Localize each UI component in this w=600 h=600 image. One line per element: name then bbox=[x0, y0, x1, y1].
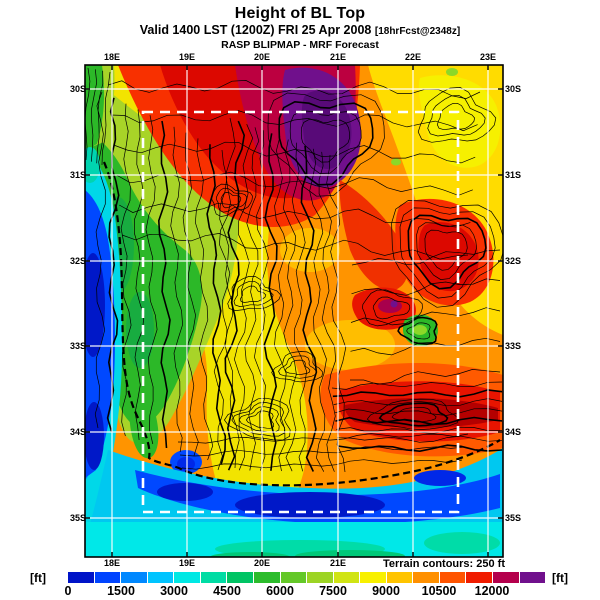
colorbar-block-13 bbox=[413, 572, 439, 583]
colorbar bbox=[68, 572, 546, 583]
colorbar-tick-3000: 3000 bbox=[160, 584, 188, 598]
colorbar-block-14 bbox=[439, 572, 466, 583]
colorbar-tick-0: 0 bbox=[64, 584, 72, 598]
axis-label-left-32S: 32S bbox=[69, 256, 86, 266]
colorbar-tick-7500: 7500 bbox=[319, 584, 347, 598]
colorbar-block-5 bbox=[200, 572, 227, 583]
axis-label-right-31S: 31S bbox=[505, 170, 522, 180]
axis-label-bottom-20E: 20E bbox=[253, 558, 270, 568]
colorbar-block-17 bbox=[519, 572, 546, 583]
axis-label-top-22E: 22E bbox=[404, 52, 421, 62]
valid-time-text: Valid 1400 LST (1200Z) FRI 25 Apr 2008 bbox=[139, 23, 372, 37]
terrain-contours-note: Terrain contours: 250 ft bbox=[382, 558, 505, 570]
axis-label-right-35S: 35S bbox=[505, 513, 522, 523]
axis-label-top-21E: 21E bbox=[329, 52, 346, 62]
colorbar-block-9 bbox=[307, 572, 333, 583]
colorbar-block-12 bbox=[386, 572, 413, 583]
colorbar-tick-9000: 9000 bbox=[372, 584, 400, 598]
axis-label-left-35S: 35S bbox=[69, 513, 86, 523]
colorbar-block-4 bbox=[174, 572, 200, 583]
axis-ticks bbox=[85, 65, 503, 557]
colorbar-block-7 bbox=[253, 572, 280, 583]
colorbar-block-8 bbox=[280, 572, 307, 583]
colorbar-unit-left: [ft] bbox=[30, 571, 46, 585]
map-border bbox=[84, 64, 504, 558]
forecast-tag: [18hrFcst@2348z] bbox=[374, 26, 461, 37]
model-domain-box bbox=[141, 110, 460, 514]
axis-label-left-30S: 30S bbox=[69, 84, 86, 94]
colorbar-block-15 bbox=[466, 572, 492, 583]
axis-label-bottom-19E: 19E bbox=[178, 558, 195, 568]
colorbar-block-6 bbox=[227, 572, 253, 583]
axis-label-bottom-21E: 21E bbox=[329, 558, 346, 568]
colorbar-tick-4500: 4500 bbox=[213, 584, 241, 598]
colorbar-tick-12000: 12000 bbox=[474, 584, 510, 598]
colorbar-block-11 bbox=[360, 572, 386, 583]
colorbar-block-2 bbox=[121, 572, 147, 583]
colorbar-block-0 bbox=[68, 572, 94, 583]
axis-label-top-19E: 19E bbox=[178, 52, 195, 62]
axis-label-top-20E: 20E bbox=[253, 52, 270, 62]
axis-label-top-23E: 23E bbox=[479, 52, 496, 62]
axis-label-right-34S: 34S bbox=[505, 427, 522, 437]
axis-label-right-32S: 32S bbox=[505, 256, 522, 266]
axis-label-bottom-18E: 18E bbox=[103, 558, 120, 568]
colorbar-block-16 bbox=[493, 572, 519, 583]
axis-label-left-34S: 34S bbox=[69, 427, 86, 437]
axis-label-left-33S: 33S bbox=[69, 341, 86, 351]
colorbar-tick-1500: 1500 bbox=[107, 584, 135, 598]
page-title: Height of BL Top bbox=[234, 5, 366, 22]
colorbar-tick-6000: 6000 bbox=[266, 584, 294, 598]
colorbar-unit-right: [ft] bbox=[552, 571, 568, 585]
axis-label-top-18E: 18E bbox=[103, 52, 120, 62]
model-line: RASP BLIPMAP - MRF Forecast bbox=[221, 39, 379, 51]
colorbar-block-3 bbox=[147, 572, 174, 583]
colorbar-tick-10500: 10500 bbox=[421, 584, 457, 598]
colorbar-block-1 bbox=[94, 572, 121, 583]
valid-time-line: Valid 1400 LST (1200Z) FRI 25 Apr 2008 [… bbox=[0, 23, 600, 37]
axis-label-right-30S: 30S bbox=[505, 84, 522, 94]
colorbar-block-10 bbox=[333, 572, 360, 583]
axis-label-right-33S: 33S bbox=[505, 341, 522, 351]
axis-label-left-31S: 31S bbox=[69, 170, 86, 180]
latlon-grid bbox=[85, 65, 503, 557]
